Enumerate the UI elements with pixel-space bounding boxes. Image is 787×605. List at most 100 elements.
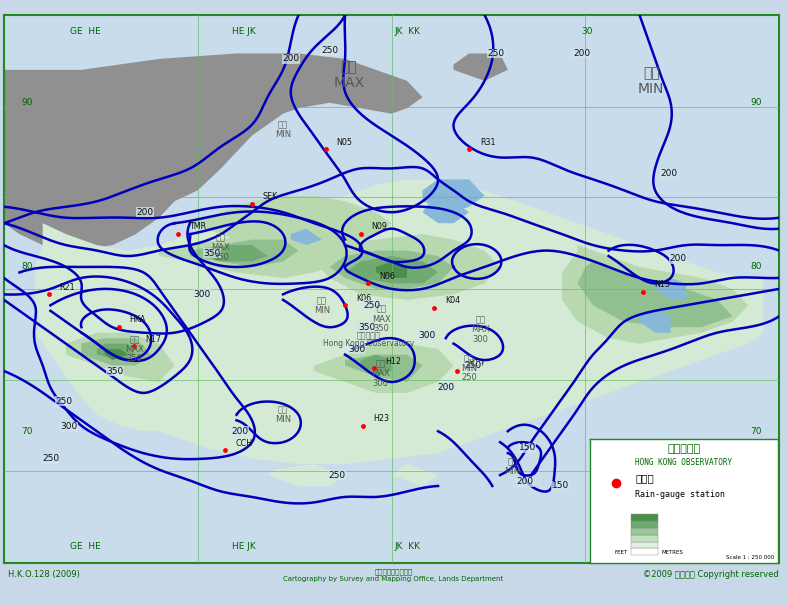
Polygon shape xyxy=(97,344,135,360)
Text: 200: 200 xyxy=(283,54,299,64)
Text: 150: 150 xyxy=(552,482,569,491)
Text: 200: 200 xyxy=(136,208,153,217)
Polygon shape xyxy=(345,256,438,283)
Text: 香港天文台: 香港天文台 xyxy=(667,443,700,454)
Text: 最高
MAX
350: 最高 MAX 350 xyxy=(125,335,143,364)
Polygon shape xyxy=(82,338,151,365)
Text: 最低
MIN: 最低 MIN xyxy=(314,296,330,315)
Text: 250: 250 xyxy=(488,49,504,58)
Text: 最高
MAX: 最高 MAX xyxy=(334,60,364,91)
Polygon shape xyxy=(66,333,175,382)
Text: GE  HE: GE HE xyxy=(70,541,101,551)
Polygon shape xyxy=(290,229,322,245)
Text: TMR: TMR xyxy=(189,223,206,231)
Polygon shape xyxy=(190,240,298,267)
Polygon shape xyxy=(159,229,360,278)
Bar xyxy=(631,535,658,541)
Text: GE  HE: GE HE xyxy=(70,27,101,36)
Polygon shape xyxy=(453,53,508,81)
Bar xyxy=(631,514,658,521)
Polygon shape xyxy=(423,201,469,223)
Text: 最高
MAX
300: 最高 MAX 300 xyxy=(371,359,390,388)
Text: Scale 1 : 250 000: Scale 1 : 250 000 xyxy=(726,555,774,560)
Text: ©2009 版權所有 Copyright reserved: ©2009 版權所有 Copyright reserved xyxy=(644,570,779,579)
Bar xyxy=(631,541,658,548)
Text: N13: N13 xyxy=(654,280,671,289)
Text: FEET: FEET xyxy=(615,550,628,555)
Polygon shape xyxy=(655,278,686,300)
Text: N09: N09 xyxy=(371,223,387,231)
Text: 90: 90 xyxy=(21,98,32,107)
Polygon shape xyxy=(314,344,453,393)
Text: 200: 200 xyxy=(573,49,590,58)
Text: HKA: HKA xyxy=(130,315,146,324)
Text: R31: R31 xyxy=(480,137,495,146)
Text: 150: 150 xyxy=(519,443,536,452)
Text: Rain-gauge station: Rain-gauge station xyxy=(635,490,725,499)
Polygon shape xyxy=(360,355,392,376)
Text: H19: H19 xyxy=(468,359,484,368)
Bar xyxy=(631,548,658,555)
Text: SEK: SEK xyxy=(263,192,278,201)
Text: 最低
MIN
250: 最低 MIN 250 xyxy=(461,354,477,382)
Text: K06: K06 xyxy=(356,293,371,302)
Text: 30: 30 xyxy=(581,27,593,36)
Text: HONG KONG OBSERVATORY: HONG KONG OBSERVATORY xyxy=(635,459,733,468)
Polygon shape xyxy=(35,322,205,431)
Text: 地政總署測繪處繪製
Cartography by Survey and Mapping Office, Lands Department: 地政總署測繪處繪製 Cartography by Survey and Mapp… xyxy=(283,569,504,582)
Text: 200: 200 xyxy=(660,169,678,178)
Text: 300: 300 xyxy=(348,345,365,353)
Text: K04: K04 xyxy=(445,296,460,306)
Polygon shape xyxy=(35,179,763,464)
Text: 最高
MAX
350: 最高 MAX 350 xyxy=(372,305,391,333)
Polygon shape xyxy=(578,261,733,327)
Text: 200: 200 xyxy=(670,254,687,263)
Text: 250: 250 xyxy=(42,454,59,463)
Polygon shape xyxy=(562,245,748,344)
Text: JK  KK: JK KK xyxy=(394,27,420,36)
Polygon shape xyxy=(268,464,345,486)
Bar xyxy=(631,521,658,528)
Text: METRES: METRES xyxy=(661,550,683,555)
Text: 70: 70 xyxy=(751,427,762,436)
Text: HE JK: HE JK xyxy=(232,541,256,551)
Text: 300: 300 xyxy=(193,290,210,299)
Text: H.K.O.128 (2009): H.K.O.128 (2009) xyxy=(8,570,79,579)
Text: 最低
MIN: 最低 MIN xyxy=(638,66,664,96)
Text: H23: H23 xyxy=(374,414,390,423)
Text: CCH: CCH xyxy=(236,439,253,448)
Text: H12: H12 xyxy=(386,356,401,365)
Text: 雨量站: 雨量站 xyxy=(635,473,654,483)
Text: 350: 350 xyxy=(358,322,375,332)
Polygon shape xyxy=(345,355,423,382)
Text: Hong Kong Observatory: Hong Kong Observatory xyxy=(323,339,414,348)
Text: 250: 250 xyxy=(464,361,482,370)
Text: N05: N05 xyxy=(337,137,353,146)
Text: 350: 350 xyxy=(203,249,220,258)
Text: 80: 80 xyxy=(21,263,32,272)
Text: 300: 300 xyxy=(418,331,435,340)
Text: 70: 70 xyxy=(21,427,32,436)
Polygon shape xyxy=(640,311,671,333)
Polygon shape xyxy=(190,196,392,250)
Text: N17: N17 xyxy=(145,335,161,344)
Text: HE JK: HE JK xyxy=(232,27,256,36)
Polygon shape xyxy=(330,250,453,289)
Text: 250: 250 xyxy=(56,397,73,405)
Text: 香港天文台: 香港天文台 xyxy=(357,331,380,340)
Text: 最低
MIN: 最低 MIN xyxy=(275,121,291,140)
Text: 250: 250 xyxy=(364,301,381,310)
Polygon shape xyxy=(392,464,438,486)
Text: 200: 200 xyxy=(232,427,249,436)
Bar xyxy=(631,528,658,535)
Polygon shape xyxy=(4,15,423,250)
Text: 最低
MIN: 最低 MIN xyxy=(275,405,291,424)
Text: 250: 250 xyxy=(329,471,345,480)
Text: 350: 350 xyxy=(106,367,124,376)
Polygon shape xyxy=(105,349,128,360)
Polygon shape xyxy=(205,245,268,261)
Text: 最高
MAX
300: 最高 MAX 300 xyxy=(471,316,490,344)
Text: 300: 300 xyxy=(61,422,78,431)
Text: N06: N06 xyxy=(379,272,395,281)
Text: 90: 90 xyxy=(751,98,762,107)
